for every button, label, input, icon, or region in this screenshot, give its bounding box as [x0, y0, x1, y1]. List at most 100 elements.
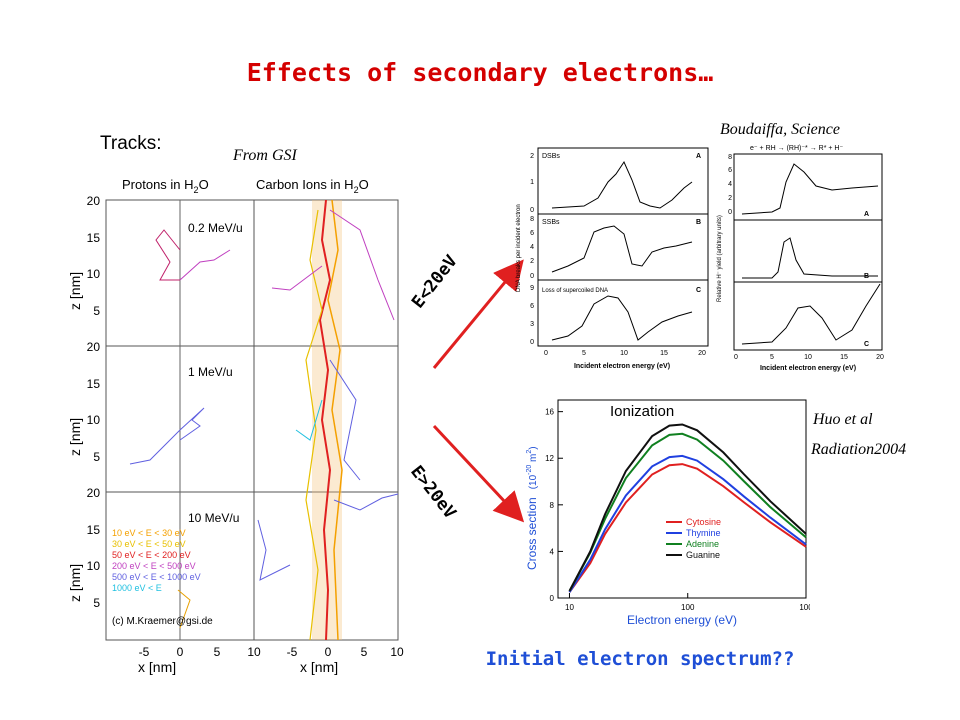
dna-x-label: Incident electron energy (eV) [574, 363, 670, 370]
cs-y-tick-label: 16 [545, 408, 554, 417]
cross-section-chart: 0 4 8 12 16 10 100 100 Ionization CytosineThymi… [525, 399, 810, 627]
arrows-graphic [432, 259, 525, 523]
svg-text:15: 15 [87, 377, 101, 391]
svg-text:10: 10 [620, 350, 628, 357]
svg-text:2: 2 [530, 258, 534, 265]
svg-text:0: 0 [530, 273, 534, 280]
svg-text:C: C [696, 287, 701, 294]
svg-text:20: 20 [698, 350, 706, 357]
cs-series-line-adenine [568, 432, 807, 592]
svg-text:5: 5 [214, 645, 221, 659]
h-frame [733, 153, 883, 351]
track-y-labels: z [nm] z [nm] z [nm] [67, 272, 83, 602]
bottom-caption: Initial electron spectrum?? [485, 648, 795, 670]
cs-legend-label: Adenine [686, 539, 719, 549]
svg-text:15: 15 [87, 231, 101, 245]
track-x-label-left: x [nm] [138, 659, 176, 675]
svg-text:3: 3 [530, 321, 534, 328]
cs-series-group [568, 423, 807, 593]
svg-text:Loss of supercoiled DNA: Loss of supercoiled DNA [542, 288, 608, 294]
h-curve-c [741, 283, 881, 345]
h-letters: A B C [864, 211, 869, 348]
carbon-track-core [257, 199, 399, 641]
dna-panel-labels: DSBs SSBs Loss of supercoiled DNA A B C [542, 153, 701, 294]
h-y-ticks: 0 2 4 6 8 [728, 154, 732, 216]
dna-frame [537, 147, 709, 347]
cs-series-line-guanine [568, 423, 807, 592]
svg-text:20: 20 [87, 340, 101, 354]
track-x-ticks: -5 0 5 10 -5 0 5 10 [139, 645, 404, 659]
svg-text:A: A [864, 211, 869, 218]
svg-text:5: 5 [93, 450, 100, 464]
cs-legend-label: Thymine [686, 528, 721, 538]
arrow-low-energy [432, 259, 524, 369]
track-frame [105, 199, 399, 641]
track-figure: Protons in H2O Carbon Ions in H2O 0.2 Me… [67, 177, 404, 675]
svg-text:6: 6 [530, 303, 534, 310]
cs-y-tick-label: 12 [545, 454, 554, 463]
svg-text:0: 0 [530, 207, 534, 214]
svg-text:5: 5 [361, 645, 368, 659]
svg-text:10: 10 [804, 354, 812, 361]
svg-text:0: 0 [728, 209, 732, 216]
dna-x-ticks: 0 5 10 15 20 [544, 350, 706, 357]
cs-series-line-thymine [568, 454, 807, 593]
legend-row-0: 10 eV < E < 30 eV [112, 528, 186, 538]
svg-text:0: 0 [530, 339, 534, 346]
svg-text:10: 10 [87, 267, 101, 281]
svg-text:10: 10 [87, 413, 101, 427]
svg-text:2: 2 [728, 195, 732, 202]
legend-row-1: 30 eV < E < 50 eV [112, 539, 186, 549]
h-reaction: e⁻ + RH → (RH)⁻* → R* + H⁻ [750, 145, 843, 152]
tracks-label: Tracks: [100, 133, 162, 154]
svg-text:20: 20 [87, 486, 101, 500]
cs-y-tick-label: 8 [550, 501, 555, 510]
cs-x-tick-label: 100 [799, 603, 810, 612]
svg-text:15: 15 [660, 350, 668, 357]
track-credit: (c) M.Kraemer@gsi.de [112, 616, 213, 627]
slide-title: Effects of secondary electrons… [246, 58, 714, 87]
proton-delta-3 [177, 589, 191, 629]
svg-text:B: B [864, 273, 869, 280]
legend-row-3: 200 eV < E < 500 eV [112, 561, 196, 571]
svg-text:10: 10 [87, 559, 101, 573]
source-huo-line2: Radiation2004 [811, 441, 907, 458]
svg-text:6: 6 [530, 230, 534, 237]
header-carbon: Carbon Ions in H2O [256, 177, 369, 195]
svg-text:0: 0 [544, 350, 548, 357]
dna-curve-dsb [551, 160, 693, 209]
svg-text:20: 20 [87, 194, 101, 208]
dna-y-ticks: 0 1 2 0 2 4 6 8 0 3 6 9 [530, 153, 534, 346]
h-x-label: Incident electron energy (eV) [760, 365, 856, 372]
svg-text:0: 0 [177, 645, 184, 659]
svg-text:10: 10 [247, 645, 261, 659]
track-y-ticks: 20 15 10 5 20 15 10 5 20 15 10 5 [87, 194, 101, 610]
h-y-label: Relative H⁻ yield (arbitrary units) [717, 215, 723, 302]
dna-curve-loss [551, 295, 693, 341]
cs-y-label: Cross section(10-20 m2) [525, 446, 539, 570]
cs-y-tick-label: 0 [550, 594, 555, 603]
cs-ticks: 0 4 8 12 16 10 100 100 [545, 408, 810, 612]
svg-text:B: B [696, 219, 701, 226]
cs-y-tick-label: 4 [550, 547, 555, 556]
track-x-label-right: x [nm] [300, 659, 338, 675]
dna-breaks-figure: DSBs SSBs Loss of supercoiled DNA A B C … [516, 147, 709, 370]
energy-label-1: 1 MeV/u [188, 365, 233, 379]
cs-legend-label: Guanine [686, 550, 720, 560]
svg-text:2: 2 [530, 153, 534, 160]
proton-delta-2 [129, 407, 205, 465]
legend-row-4: 500 eV < E < 1000 eV [112, 572, 201, 582]
proton-delta-1 [155, 229, 181, 281]
svg-text:5: 5 [770, 354, 774, 361]
cs-x-tick-label: 100 [681, 603, 695, 612]
svg-text:5: 5 [582, 350, 586, 357]
cs-series-line-cytosine [568, 463, 807, 593]
header-protons: Protons in H2O [122, 177, 209, 195]
svg-text:DSBs: DSBs [542, 153, 560, 160]
h-curve-b [742, 237, 878, 279]
svg-text:-5: -5 [287, 645, 298, 659]
dna-y-label: DNA breaks per incident electron [516, 204, 522, 292]
source-boudaiffa: Boudaiffa, Science [720, 121, 840, 138]
svg-text:10: 10 [390, 645, 404, 659]
